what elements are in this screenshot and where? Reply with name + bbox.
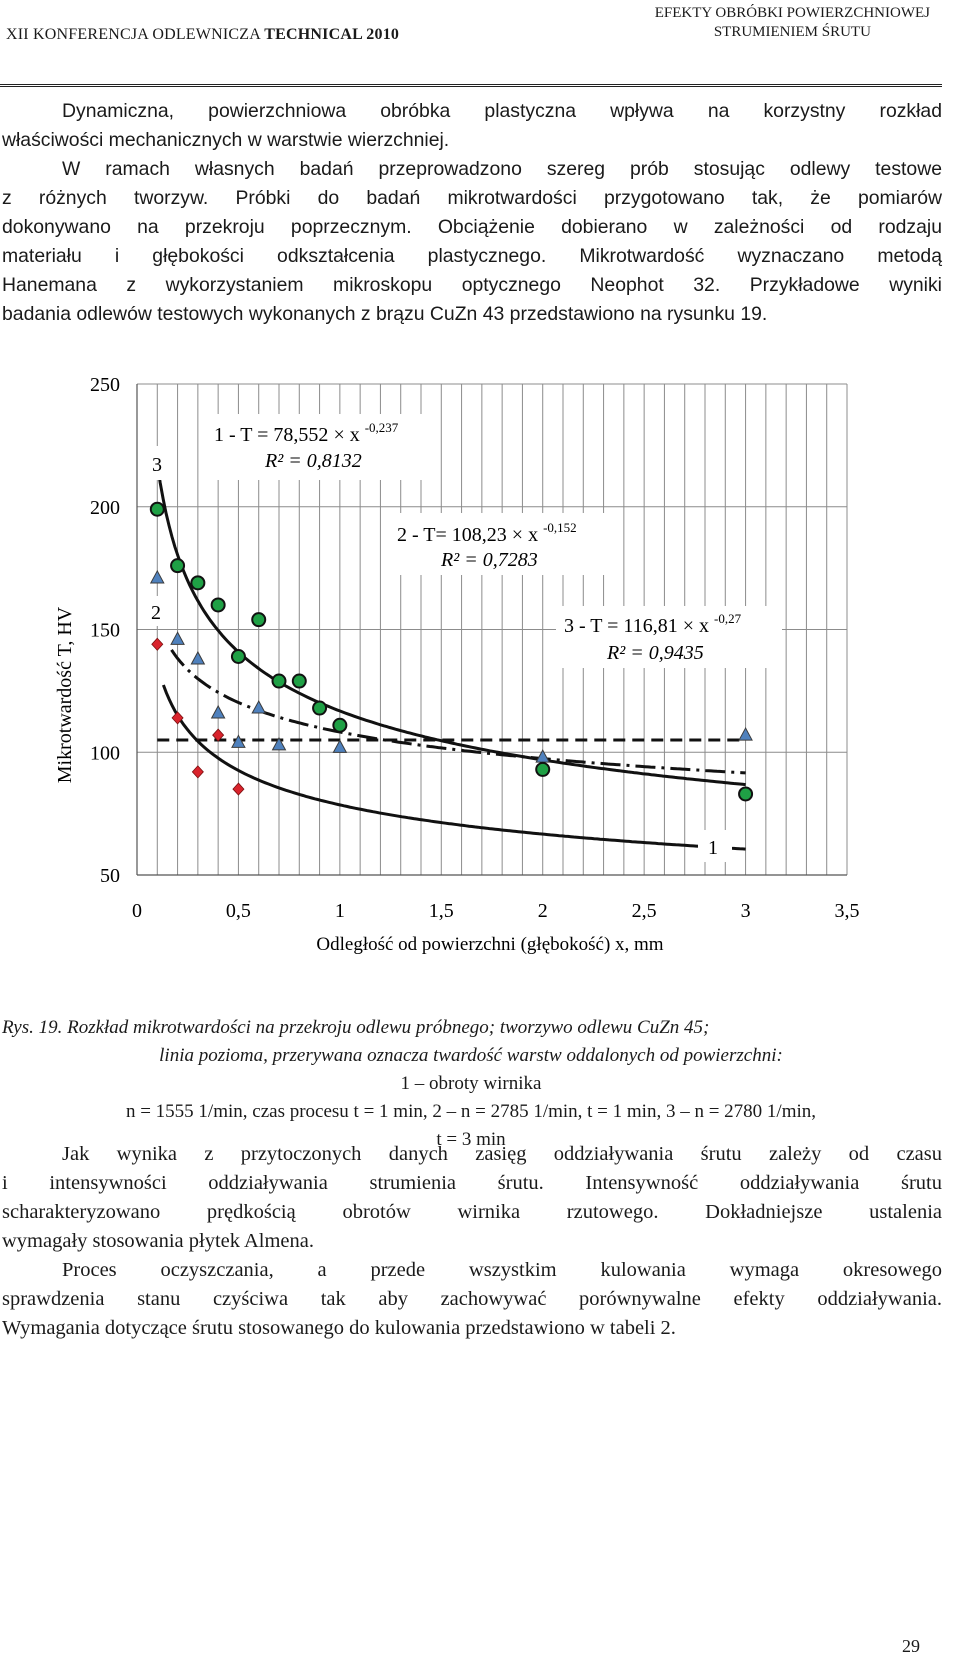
caption-line-1: Rys. 19. Rozkład mikrotwardości na przek… (2, 1017, 710, 1038)
caption-line-2: linia pozioma, przerywana oznacza twardo… (159, 1045, 783, 1066)
equation-1-r2: R² = 0,8132 (264, 450, 362, 472)
intro-line: materiału i głębokości odkształcenia pla… (2, 245, 942, 267)
caption-line-4: n = 1555 1/min, czas procesu t = 1 min, … (125, 1101, 817, 1122)
body-line: i intensywności oddziaływania strumienia… (2, 1172, 942, 1194)
data-point-series-3 (271, 673, 287, 689)
intro-line: dokonywano na przekroju poprzecznym. Obc… (2, 216, 942, 238)
x-tick-label: 0,5 (226, 900, 251, 922)
x-tick-label: 1,5 (429, 900, 454, 922)
x-tick-label: 1 (335, 900, 345, 922)
x-tick-label: 3 (741, 900, 751, 922)
intro-line: W ramach własnych badań przeprowadzono s… (62, 158, 942, 180)
x-tick-label: 2 (538, 900, 548, 922)
data-point-series-3 (535, 761, 551, 777)
data-point-series-2 (210, 704, 226, 719)
intro-line: Hanemana z wykorzystaniem mikroskopu opt… (2, 274, 942, 296)
series-1-label-box (698, 830, 732, 862)
series-2-label: 2 (151, 602, 161, 624)
data-point-series-2 (190, 650, 206, 665)
equation-3: 3 - T = 116,81 × x -0,27 (564, 611, 742, 637)
intro-line: właściwości mechanicznych w warstwie wie… (2, 129, 450, 151)
data-point-series-1 (151, 637, 164, 651)
data-point-series-3 (149, 501, 165, 517)
y-axis-label: Mikrotwardość T, HV (54, 606, 76, 783)
header-right-line1: EFEKTY OBRÓBKI POWIERZCHNIOWEJ (654, 5, 930, 21)
body-line: Proces oczyszczania, a przede wszystkim … (62, 1259, 942, 1281)
microhardness-chart: 50 100 150 200 250 0 0,5 1 1,5 2 2,5 3 3,5 Mikrotwar… (54, 374, 860, 955)
data-point-series-1 (191, 765, 204, 779)
x-tick-label: 3,5 (835, 900, 860, 922)
data-point-series-3 (170, 558, 186, 574)
equation-3-box (556, 606, 782, 668)
x-tick-label: 2,5 (632, 900, 657, 922)
body-paragraph: Jak wynika z przytoczonych danych zasięg… (2, 1140, 942, 1343)
data-point-series-2 (170, 631, 185, 645)
data-point-series-3 (738, 786, 754, 802)
data-point-series-3 (251, 612, 267, 628)
running-header-right: EFEKTY OBRÓBKI POWIERZCHNIOWEJ STRUMIENI… (655, 4, 930, 42)
caption-line-5: t = 3 min (436, 1129, 506, 1150)
data-point-series-3 (312, 700, 328, 716)
x-axis-label: Odległość od powierzchni (głębokość) x, … (316, 934, 663, 955)
equation-2-r2: R² = 0,7283 (440, 549, 538, 571)
equation-1: 1 - T = 78,552 × x -0,237 (214, 420, 399, 446)
y-tick-label: 200 (90, 497, 120, 519)
data-point-series-1 (232, 782, 245, 796)
body-line: Jak wynika z przytoczonych danych zasięg… (62, 1143, 942, 1165)
data-point-series-1 (171, 711, 184, 725)
body-line: Wymagania dotyczące śrutu stosowanego do… (2, 1317, 676, 1339)
fit-curve-series-2 (170, 649, 746, 775)
x-tick-label: 0 (132, 900, 142, 922)
data-point-series-1 (212, 728, 225, 742)
intro-line: badania odlewów testowych wykonanych z b… (2, 303, 768, 325)
equation-2: 2 - T= 108,23 × x -0,152 (397, 520, 577, 546)
running-header-left: XII KONFERENCJA ODLEWNICZA TECHNICAL 201… (6, 26, 400, 43)
series-2-label-box (144, 596, 170, 626)
data-point-series-2 (251, 700, 267, 714)
y-tick-label: 150 (90, 620, 120, 642)
data-point-series-3 (230, 649, 246, 665)
data-point-series-2 (149, 569, 165, 584)
data-point-series-2 (231, 734, 246, 748)
data-point-series-2 (738, 727, 753, 741)
data-point-series-3 (291, 673, 307, 689)
equation-3-r2: R² = 0,9435 (606, 642, 704, 664)
chart-axes (136, 384, 847, 876)
page-number: 29 (902, 1636, 920, 1656)
data-point-series-3 (332, 717, 348, 733)
fit-curve-series-1 (161, 684, 746, 851)
data-point-series-2 (332, 739, 348, 753)
y-tick-label: 250 (90, 374, 120, 396)
caption-line-3: 1 – obroty wirnika (400, 1073, 542, 1094)
intro-paragraph: Dynamiczna, powierzchniowa obróbka plast… (2, 97, 942, 329)
data-point-series-3 (190, 575, 206, 591)
fit-curve-series-3 (155, 463, 746, 787)
intro-line: z różnych tworzyw. Próbki do badań mikro… (2, 187, 942, 209)
data-point-series-3 (210, 597, 226, 613)
series-3-label-box (144, 446, 174, 480)
tick-labels: 50 100 150 200 250 0 0,5 1 1,5 2 2,5 3 3,5 (90, 374, 860, 922)
body-line: sprawdzenia stanu czyściwa tak aby zacho… (2, 1288, 942, 1310)
data-markers (149, 501, 754, 802)
series-1-label: 1 (708, 837, 718, 859)
header-rule (0, 84, 942, 87)
series-3-label: 3 (152, 454, 162, 476)
data-point-series-2 (271, 736, 287, 751)
body-line: scharakteryzowano prędkością obrotów wir… (2, 1201, 942, 1223)
equation-2-box (388, 513, 608, 575)
intro-line: Dynamiczna, powierzchniowa obróbka plast… (62, 100, 942, 122)
body-line: wymagały stosowania płytek Almena. (2, 1230, 314, 1252)
y-tick-label: 100 (90, 742, 120, 764)
figure-caption: Rys. 19. Rozkład mikrotwardości na przek… (0, 1014, 942, 1154)
y-tick-label: 50 (100, 865, 120, 887)
trend-lines (155, 463, 746, 851)
header-right-line2: STRUMIENIEM ŚRUTU (713, 24, 871, 40)
equation-1-box (200, 414, 440, 480)
